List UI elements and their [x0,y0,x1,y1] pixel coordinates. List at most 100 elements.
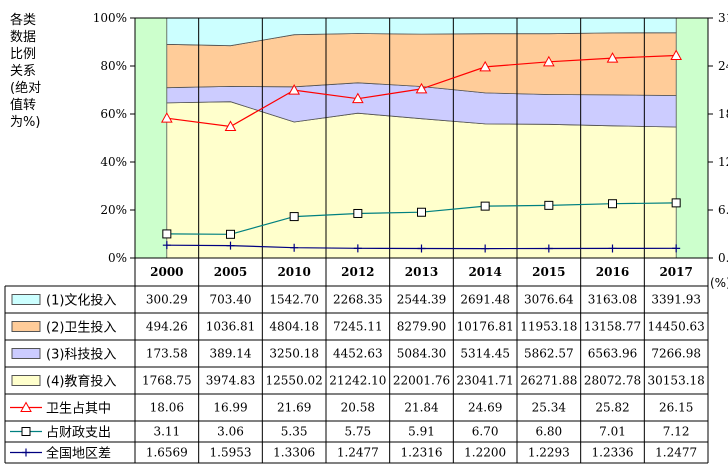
table-cell: 12550.02 [266,374,323,388]
y-axis-left-title-line: 比例 [10,47,36,62]
legend-label: 占财政支出 [46,426,111,441]
x-tick-label: 2013 [405,265,438,279]
table-cell: 4804.18 [269,320,319,334]
y-axis-left-title-line: 值转 [10,97,36,113]
table-cell: 4452.63 [333,347,383,361]
line-point [224,120,237,131]
table-cell: 2691.48 [460,293,510,307]
table-cell: 25.34 [532,401,567,415]
line-point [544,244,553,253]
x-tick-label: 2012 [341,265,374,279]
legend-marker [20,401,32,412]
table-cell: 21.84 [404,401,439,415]
y-tick-label-left: 80% [100,59,127,73]
y-tick-label-left: 20% [100,203,127,217]
table-cell: 1.2316 [401,446,443,460]
y-tick-label-right: 31.0 [718,11,728,25]
x-tick-label: 2000 [150,265,183,279]
table-cell: 8279.90 [397,320,447,334]
x-tick-label: 2015 [532,265,565,279]
line-point [671,198,681,208]
legend-swatch [11,294,41,305]
table-cell: 16.99 [213,401,247,415]
y-axis-left-title-line: 数据 [10,30,36,45]
line-point [672,244,681,253]
line-point [288,84,301,95]
table-cell: 1036.81 [206,320,256,334]
y-tick-label-left: 0% [108,251,127,265]
table-cell: 14450.63 [648,320,705,334]
line-point [606,52,619,63]
y-tick-label-left: 100% [93,11,127,25]
table-cell: 1.3306 [273,446,315,460]
table-cell: 3974.83 [206,374,256,388]
table-cell: 1.2477 [337,446,379,460]
table-cell: 13158.77 [584,320,641,334]
line-point [417,207,426,217]
table-cell: 7266.98 [651,347,701,361]
line-point [353,244,362,253]
table-cell: 11953.18 [520,320,577,334]
table-cell: 20.58 [341,401,375,415]
y-axis-right-title: (%) [710,276,728,290]
y-axis-left-title-line: 各类 [10,12,36,28]
table-cell: 5.75 [344,425,371,439]
table-cell: 1768.75 [142,374,192,388]
table-cell: 6.70 [472,425,499,439]
y-tick-label-right: 6.2 [718,203,728,217]
table-cell: 1542.70 [269,293,319,307]
legend-marker [21,427,31,436]
table-cell: 10176.81 [457,320,514,334]
line-point [544,200,554,210]
table-cell: 28072.78 [584,374,641,388]
table-cell: 26.15 [659,401,693,415]
line-point [608,244,617,253]
line-point [353,208,363,218]
legend-label: 卫生占其中 [46,402,111,417]
table-cell: 5314.45 [460,347,510,361]
table-cell: 5.35 [281,425,308,439]
x-tick-label: 2014 [468,265,501,279]
table-cell: 6563.96 [588,347,638,361]
table-cell: 30153.18 [648,374,705,388]
table-cell: 389.14 [210,347,252,361]
table-cell: 1.5953 [210,446,252,460]
plot-frame [134,17,709,259]
line-point [162,241,171,250]
x-tick-label: 2017 [659,265,692,279]
table-cell: 23041.71 [457,374,514,388]
table-cell: 3.11 [153,425,180,439]
table-cell: 2544.39 [397,293,447,307]
line-point [480,201,490,211]
table-cell: 1.2477 [655,446,697,460]
line-point [670,49,683,61]
line-point [608,199,617,209]
legend-swatch [11,375,41,386]
table-cell: 6.80 [535,425,562,439]
legend-marker [22,448,30,457]
legend-label: (2)卫生投入 [46,320,116,336]
legend-swatch [11,348,41,359]
line-point [351,92,364,104]
legend-label: 全国地区差 [46,446,111,462]
y-tick-label-right: 12.4 [718,155,728,169]
table-cell: 3076.64 [524,293,574,307]
table-cell: 494.26 [146,320,188,334]
table-cell: 2268.35 [333,293,383,307]
line-point [542,55,555,67]
table-cell: 703.40 [210,293,252,307]
table-cell: 26271.88 [520,374,577,388]
table-cell: 22001.76 [393,374,450,388]
line-point [289,212,299,222]
y-tick-label-right: 24.8 [718,59,728,73]
legend-label: (3)科技投入 [46,347,116,363]
table-cell: 1.2336 [592,446,634,460]
table-cell: 3391.93 [651,293,701,307]
table-cell: 3250.18 [269,347,319,361]
table-cell: 18.06 [150,401,184,415]
table-cell: 1.6569 [146,446,188,460]
y-tick-label-left: 60% [100,107,127,121]
table-cell: 3163.08 [588,293,638,307]
table-cell: 5.91 [408,425,435,439]
